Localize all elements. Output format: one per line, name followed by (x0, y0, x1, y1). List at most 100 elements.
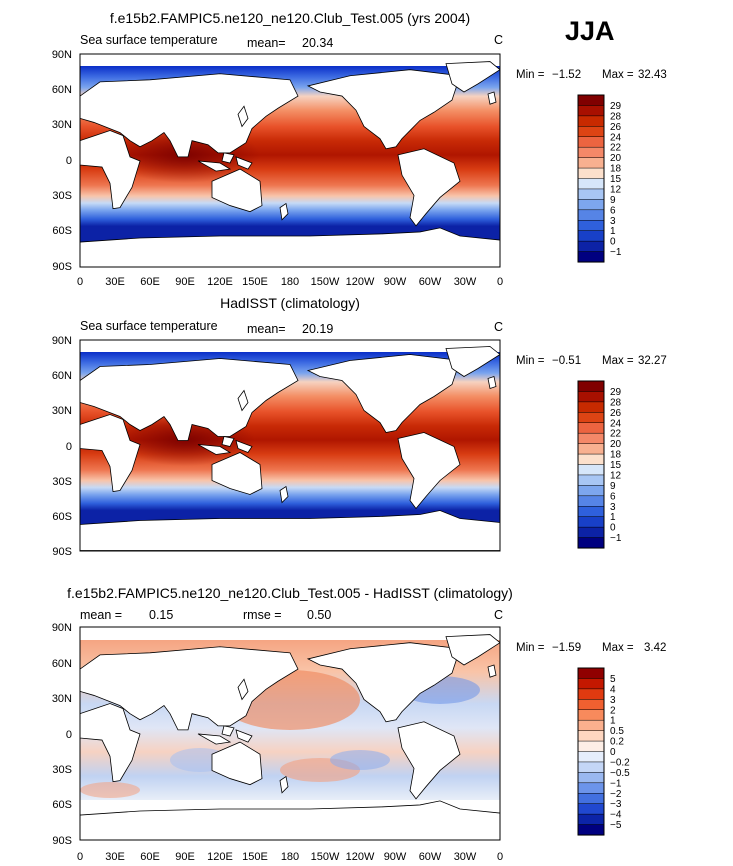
y-tick-label: 60N (52, 370, 72, 382)
colorbar-swatch (577, 740, 605, 753)
colorbar-level-label: 22 (610, 429, 622, 440)
x-tick-label: 120W (346, 276, 375, 288)
colorbar-swatch (577, 464, 605, 476)
min-label: Min = (516, 642, 545, 654)
x-tick-labels: 0 30E 60E 90E 120E 150E 180 150W 120W 90… (77, 851, 503, 863)
map-field (80, 627, 500, 840)
colorbar-swatch (577, 422, 605, 434)
colorbar-swatch (577, 678, 605, 690)
colorbar-swatch (577, 230, 605, 242)
units-label: C (494, 33, 503, 47)
colorbar-swatch (577, 412, 605, 424)
y-tick-label: 30S (52, 190, 72, 202)
mean-label: mean= (247, 36, 286, 50)
y-tick-label: 60N (52, 658, 72, 670)
colorbar-level-label: 3 (610, 502, 616, 513)
y-axis: 90N 60N 30N 0 30S 60S 90S (52, 49, 72, 273)
colorbar-swatch (577, 380, 605, 392)
min-max: Min = −0.51 Max = 32.27 (516, 355, 667, 367)
colorbar-swatch (577, 495, 605, 507)
min-max: Min = −1.52 Max = 32.43 (516, 69, 667, 81)
y-tick-label: 90N (52, 622, 72, 634)
colorbar-level-label: −0.2 (610, 757, 630, 768)
x-tick-label: 30W (454, 276, 477, 288)
colorbar-swatch (577, 751, 605, 763)
x-tick-label: 0 (77, 851, 83, 863)
colorbar-swatch (577, 526, 605, 539)
colorbar-swatch (577, 506, 605, 518)
max-value: 32.43 (638, 69, 667, 81)
map-field (80, 54, 500, 267)
colorbar-swatch (577, 772, 605, 784)
colorbar-level-label: 15 (610, 174, 622, 185)
x-tick-label: 0 (497, 276, 503, 288)
y-tick-label: 30S (52, 476, 72, 488)
y-tick-label: 30N (52, 405, 72, 417)
panel-title: HadISST (climatology) (220, 295, 360, 311)
colorbar-level-label: 0 (610, 523, 616, 534)
y-tick-label: 90N (52, 335, 72, 347)
field-label: Sea surface temperature (80, 33, 218, 47)
colorbar-frame (577, 667, 605, 836)
y-tick-label: 0 (66, 729, 72, 741)
colorbar-swatch (577, 443, 605, 455)
y-tick-labels: 90N 60N 30N 0 30S 60S 90S (52, 335, 72, 558)
max-value: 3.42 (644, 642, 666, 654)
x-tick-label: 30E (105, 851, 125, 863)
colorbar-level-label: 0 (610, 237, 616, 248)
colorbar-level-label: 9 (610, 195, 616, 206)
x-tick-label: 0 (497, 851, 503, 863)
colorbar-level-label: 0.5 (610, 726, 624, 737)
colorbar-level-label: −1 (610, 533, 622, 544)
colorbar-swatch (577, 115, 605, 127)
field-label: Sea surface temperature (80, 319, 218, 333)
x-tick-label: 120E (207, 851, 233, 863)
colorbar-swatch (577, 126, 605, 138)
x-tick-label: 30W (454, 851, 477, 863)
colorbar-level-label: −1 (610, 778, 622, 789)
colorbar-frame (577, 380, 605, 549)
y-tick-label: 0 (66, 155, 72, 167)
y-tick-label: 60S (52, 511, 72, 523)
colorbar-level-label: 3 (610, 216, 616, 227)
colorbar-swatch (577, 667, 605, 679)
mean-label: mean= (247, 322, 286, 336)
colorbar-frame (577, 94, 605, 263)
colorbar-swatch (577, 813, 605, 826)
colorbar-swatch (577, 709, 605, 721)
colorbar-level-label: 0 (610, 747, 616, 758)
mean-value: 20.34 (302, 36, 333, 50)
x-tick-label: 0 (77, 276, 83, 288)
colorbar-swatch (577, 485, 605, 497)
colorbar-level-label: 18 (610, 450, 622, 461)
colorbar-level-label: 1 (610, 226, 616, 237)
map-field (80, 340, 500, 551)
units-label: C (494, 320, 503, 334)
colorbar-level-label: 1 (610, 716, 616, 727)
x-tick-label: 90W (384, 851, 407, 863)
y-tick-label: 90N (52, 49, 72, 61)
x-tick-label: 150W (311, 276, 340, 288)
colorbar-swatch (577, 178, 605, 190)
x-tick-label: 150W (311, 851, 340, 863)
colorbar-level-label: −4 (610, 810, 622, 821)
colorbar-level-label: 20 (610, 439, 622, 450)
max-label: Max = (602, 69, 634, 81)
colorbar-level-label: 29 (610, 101, 622, 112)
colorbar-level-label: 3 (610, 695, 616, 706)
colorbar-level-label: 20 (610, 153, 622, 164)
colorbar-swatch (577, 401, 605, 413)
x-tick-label: 180 (281, 276, 299, 288)
colorbar-level-label: 18 (610, 164, 622, 175)
colorbar-level-label: 5 (610, 674, 616, 685)
colorbar-level-label: 9 (610, 481, 616, 492)
panel-difference: f.e15b2.FAMPIC5.ne120_ne120.Club_Test.00… (52, 585, 667, 863)
colorbar-swatch (577, 167, 605, 180)
colorbar-swatch (577, 240, 605, 253)
y-tick-labels: 90N 60N 30N 0 30S 60S 90S (52, 622, 72, 847)
colorbar-swatch (577, 94, 605, 106)
y-tick-label: 30S (52, 764, 72, 776)
min-label: Min = (516, 69, 545, 81)
